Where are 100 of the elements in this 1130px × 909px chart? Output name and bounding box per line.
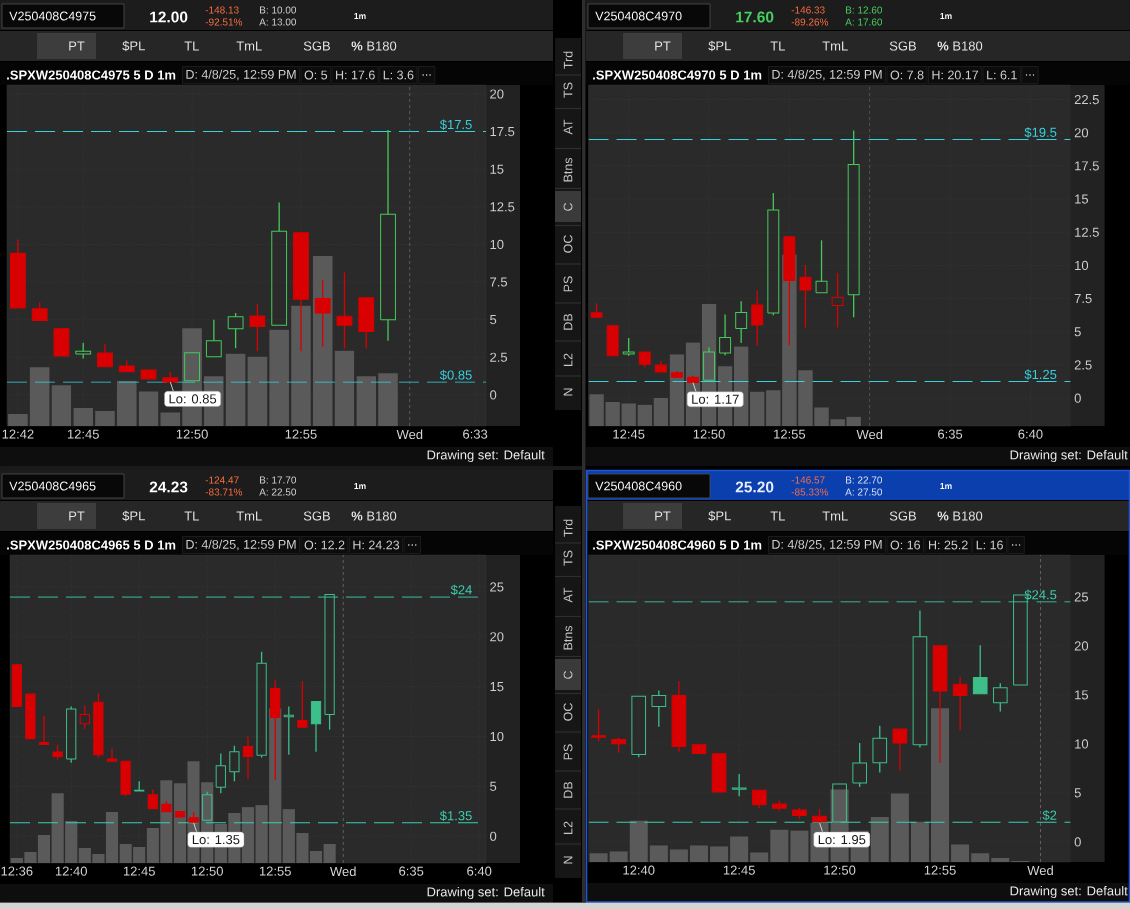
text: % B180	[351, 41, 397, 51]
x-tick-label: 12:40	[623, 865, 655, 875]
text: H: 24.23	[353, 540, 400, 550]
x-tick-label: 12:55	[259, 866, 291, 876]
text: 12.00	[150, 11, 188, 23]
text: H: 17.6	[336, 70, 375, 80]
y-tick-label: 12.5	[1075, 227, 1099, 237]
ref-line-label: $19.5	[1024, 127, 1057, 138]
y-tick-label: 15	[490, 682, 504, 692]
y-tick-label: 0	[1074, 393, 1081, 403]
text: PT	[655, 41, 671, 51]
text: -146.33	[791, 6, 825, 14]
text: SGB	[303, 41, 330, 51]
y-tick-label: 25	[1074, 592, 1089, 602]
x-tick-label: 12:45	[67, 429, 99, 439]
text: $PL	[122, 40, 145, 52]
y-tick-label: 10	[1075, 260, 1089, 271]
x-tick-label: 6:35	[399, 866, 424, 876]
x-tick-label: 12:45	[123, 866, 155, 876]
y-tick-label: 15	[1075, 194, 1089, 204]
ref-line-label: $17.5	[439, 119, 472, 130]
text: AT	[563, 587, 573, 603]
text: -146.57	[791, 476, 825, 484]
text: $PL	[708, 40, 731, 52]
text: SGB	[303, 511, 330, 521]
y-tick-label: 5	[490, 315, 497, 325]
text: % B180	[937, 41, 983, 51]
y-tick-label: 20	[490, 632, 504, 642]
text: A: 22.50	[259, 488, 297, 496]
text: L: 16	[976, 540, 1003, 550]
text: H: 25.2	[929, 540, 968, 550]
text: Drawing set: Default	[1010, 449, 1128, 463]
text: B: 12.60	[846, 6, 883, 14]
text: -83.71%	[205, 488, 243, 496]
text: H: 20.17	[932, 70, 979, 80]
y-tick-label: 22.5	[1074, 94, 1099, 105]
x-tick-label: 12:50	[693, 429, 725, 439]
x-tick-label: 12:45	[613, 429, 645, 439]
text: TmL	[822, 41, 848, 51]
y-tick-label: 7.5	[1074, 294, 1092, 304]
x-tick-label: 12:42	[2, 429, 34, 439]
text: TmL	[236, 41, 262, 51]
text: C	[563, 202, 573, 211]
text: O: 7.8	[890, 70, 924, 80]
x-tick-label: 6:33	[463, 429, 488, 439]
x-tick-label: Wed	[330, 866, 356, 877]
text: TS	[563, 82, 573, 98]
y-tick-label: 25	[490, 582, 504, 592]
text: V250408C4970	[595, 11, 682, 21]
annotation: Lo: 0.85	[169, 394, 217, 404]
y-tick-label: 20	[1074, 128, 1089, 138]
y-tick-label: 10	[490, 239, 504, 250]
text: -148.13	[205, 6, 239, 14]
text: ...	[422, 74, 431, 76]
y-tick-label: 10	[1075, 739, 1089, 749]
text: L: 6.1	[987, 70, 1017, 80]
text: B: 10.00	[260, 6, 297, 14]
x-tick-label: Wed	[856, 429, 883, 440]
ref-line-label: $24	[450, 584, 472, 596]
x-tick-label: 12:50	[176, 429, 208, 439]
text: Drawing set: Default	[427, 449, 545, 463]
x-tick-label: 6:40	[467, 866, 492, 876]
y-tick-label: 17.5	[490, 127, 515, 137]
text: OC	[563, 703, 573, 721]
text: 1m	[940, 13, 952, 19]
text: Trd	[563, 519, 573, 537]
x-tick-label: 12:55	[924, 865, 956, 875]
text: Btns	[563, 157, 573, 182]
x-tick-label: 12:45	[723, 865, 755, 875]
text: TL	[770, 511, 785, 521]
text: A: 17.60	[845, 18, 883, 26]
text: TL	[770, 41, 785, 51]
ref-line-label: $0.85	[439, 369, 472, 381]
text: $PL	[708, 510, 731, 522]
chart-title: .SPXW250408C4975 5 D 1m	[7, 70, 176, 80]
ref-line-label: $2	[1042, 810, 1057, 821]
text: -89.26%	[791, 18, 829, 26]
chart-title: .SPXW250408C4965 5 D 1m	[7, 540, 176, 550]
text: DB	[563, 781, 573, 798]
text: A: 13.00	[259, 18, 297, 26]
text: SGB	[889, 511, 916, 521]
text: TL	[184, 511, 199, 521]
chart-title: .SPXW250408C4960 5 D 1m	[593, 540, 762, 550]
text: PT	[69, 41, 85, 51]
y-tick-label: 7.5	[490, 277, 508, 287]
text: O: 12.2	[304, 540, 345, 550]
text: PS	[563, 276, 573, 292]
x-tick-label: 12:55	[285, 429, 317, 439]
text: L2	[563, 821, 573, 834]
y-tick-label: 5	[1074, 327, 1081, 337]
y-tick-label: 10	[490, 731, 504, 742]
text: D: 4/8/25, 12:59 PM	[772, 69, 882, 81]
text: -92.51%	[205, 18, 243, 26]
text: % B180	[351, 511, 397, 521]
ref-line-label: $1.25	[1024, 369, 1057, 380]
text: Btns	[563, 625, 573, 650]
y-tick-label: 2.5	[1074, 360, 1092, 370]
x-tick-label: 12:50	[191, 866, 223, 876]
text: ...	[1012, 544, 1021, 546]
text: V250408C4975	[9, 11, 96, 21]
